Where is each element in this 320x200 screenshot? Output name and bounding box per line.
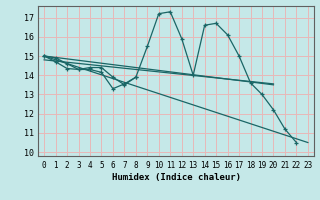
X-axis label: Humidex (Indice chaleur): Humidex (Indice chaleur) <box>111 173 241 182</box>
